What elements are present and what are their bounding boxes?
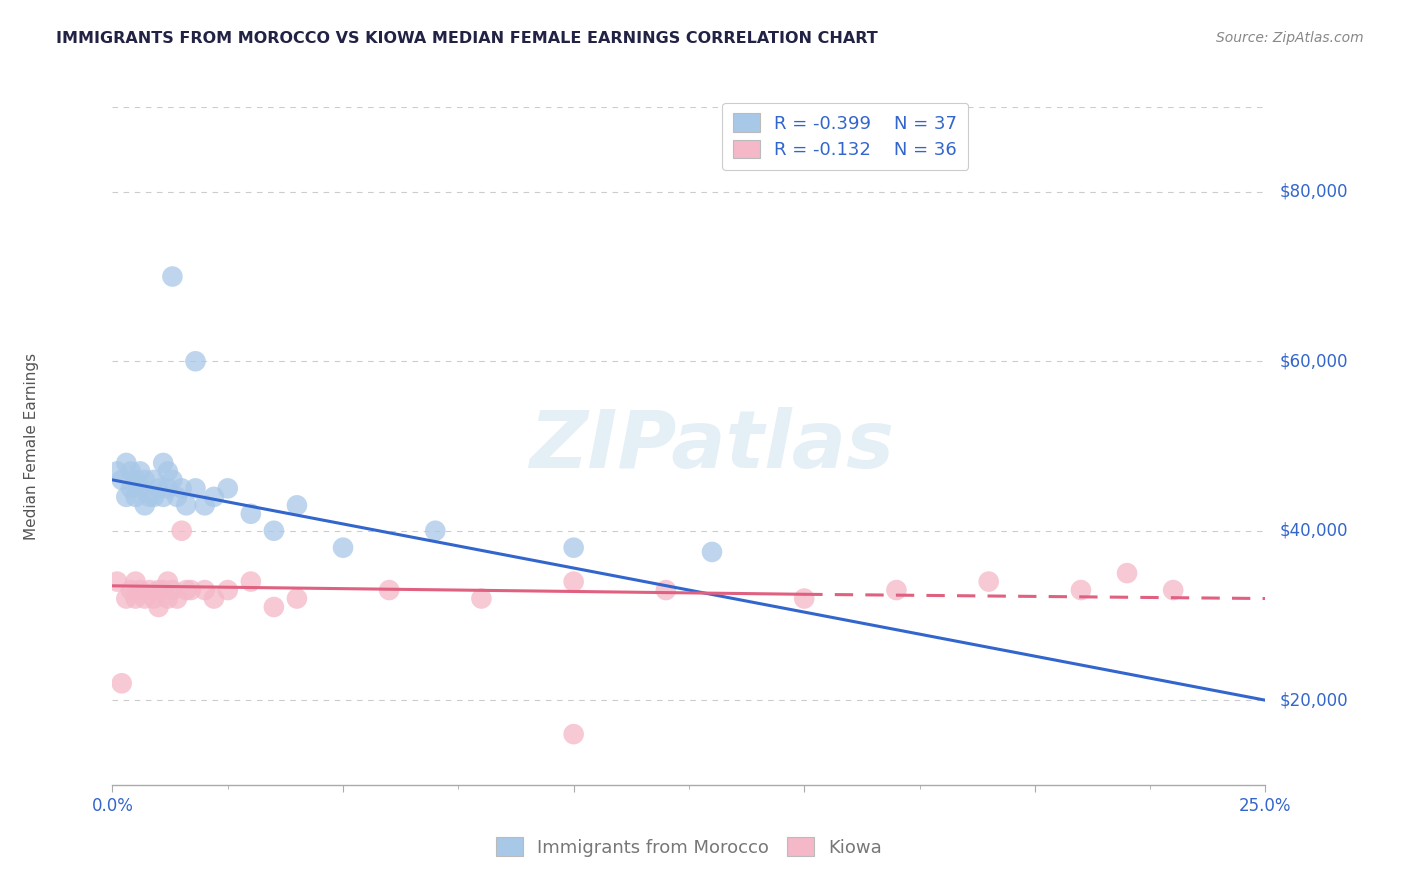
Point: [156, 591, 179, 606]
Text: Source: ZipAtlas.com: Source: ZipAtlas.com: [1216, 31, 1364, 45]
Text: $40,000: $40,000: [1279, 522, 1348, 540]
Point: [162, 583, 184, 598]
Point: [562, 574, 585, 589]
Point: [129, 583, 152, 598]
Point: [655, 583, 678, 598]
Point: [263, 524, 285, 538]
Point: [886, 583, 908, 598]
Text: ZIPatlas: ZIPatlas: [530, 407, 894, 485]
Point: [285, 591, 308, 606]
Text: $80,000: $80,000: [1279, 183, 1348, 201]
Point: [184, 482, 207, 496]
Point: [470, 591, 492, 606]
Point: [148, 482, 170, 496]
Point: [120, 464, 142, 478]
Point: [202, 591, 225, 606]
Point: [180, 583, 202, 598]
Text: $20,000: $20,000: [1279, 691, 1348, 709]
Point: [134, 591, 156, 606]
Point: [700, 545, 723, 559]
Point: [239, 574, 262, 589]
Point: [148, 583, 170, 598]
Point: [138, 490, 160, 504]
Legend: Immigrants from Morocco, Kiowa: Immigrants from Morocco, Kiowa: [488, 830, 890, 864]
Point: [194, 583, 217, 598]
Point: [115, 456, 138, 470]
Point: [105, 574, 128, 589]
Point: [1070, 583, 1092, 598]
Text: IMMIGRANTS FROM MOROCCO VS KIOWA MEDIAN FEMALE EARNINGS CORRELATION CHART: IMMIGRANTS FROM MOROCCO VS KIOWA MEDIAN …: [56, 31, 877, 46]
Point: [170, 482, 193, 496]
Point: [152, 583, 174, 598]
Point: [115, 591, 138, 606]
Point: [124, 591, 146, 606]
Point: [120, 482, 142, 496]
Point: [115, 490, 138, 504]
Point: [120, 583, 142, 598]
Point: [194, 498, 217, 512]
Point: [332, 541, 354, 555]
Point: [174, 583, 197, 598]
Point: [143, 591, 166, 606]
Point: [134, 498, 156, 512]
Point: [111, 676, 134, 690]
Point: [174, 498, 197, 512]
Point: [202, 490, 225, 504]
Point: [143, 490, 166, 504]
Point: [1161, 583, 1184, 598]
Point: [143, 473, 166, 487]
Point: [425, 524, 447, 538]
Point: [124, 574, 146, 589]
Point: [148, 599, 170, 614]
Point: [156, 464, 179, 478]
Point: [217, 583, 239, 598]
Text: $60,000: $60,000: [1279, 352, 1348, 370]
Point: [124, 473, 146, 487]
Point: [166, 591, 188, 606]
Point: [152, 490, 174, 504]
Point: [239, 507, 262, 521]
Point: [156, 482, 179, 496]
Point: [184, 354, 207, 368]
Point: [562, 541, 585, 555]
Point: [152, 456, 174, 470]
Point: [162, 473, 184, 487]
Point: [105, 464, 128, 478]
Text: Median Female Earnings: Median Female Earnings: [24, 352, 39, 540]
Point: [111, 473, 134, 487]
Point: [166, 490, 188, 504]
Point: [1116, 566, 1139, 581]
Point: [263, 599, 285, 614]
Point: [162, 269, 184, 284]
Point: [124, 490, 146, 504]
Point: [217, 482, 239, 496]
Point: [138, 583, 160, 598]
Point: [170, 524, 193, 538]
Point: [378, 583, 401, 598]
Point: [156, 574, 179, 589]
Point: [562, 727, 585, 741]
Point: [793, 591, 815, 606]
Point: [134, 473, 156, 487]
Point: [977, 574, 1000, 589]
Point: [129, 482, 152, 496]
Point: [129, 464, 152, 478]
Point: [285, 498, 308, 512]
